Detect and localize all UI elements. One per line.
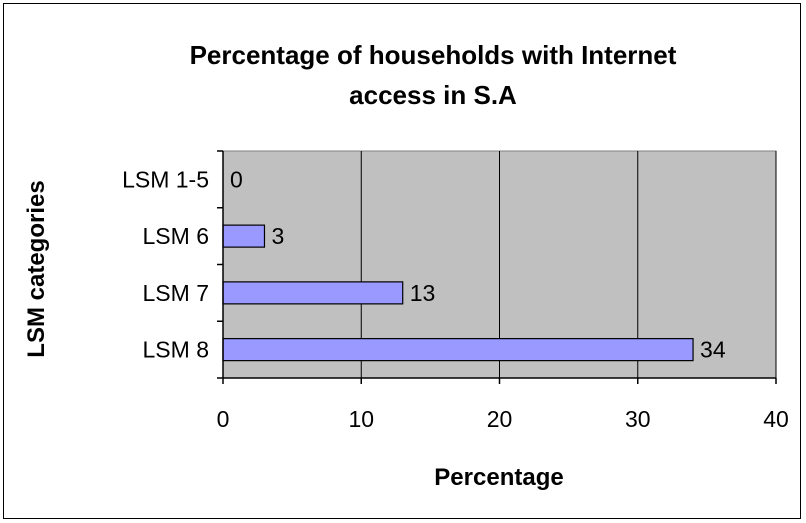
chart-title-line-1: Percentage of households with Internet [190,40,677,70]
x-tick-label-4: 40 [763,406,789,432]
y-tick-label-0: LSM 1-5 [122,166,209,192]
data-label-3: 34 [700,337,726,363]
data-label-1: 3 [271,223,284,249]
chart-frame: Percentage of households with Internet a… [3,3,801,519]
x-tick-label-2: 20 [487,406,513,432]
bars [222,224,694,362]
data-label-0: 0 [230,166,243,192]
y-axis-title: LSM categories [23,180,50,357]
y-tick-label-1: LSM 6 [143,223,209,249]
bar-3 [222,338,694,362]
y-tick-label-3: LSM 8 [143,337,209,363]
x-tick-label-1: 10 [348,406,374,432]
x-axis: 0 10 20 30 40 [217,377,789,432]
data-label-2: 13 [410,280,436,306]
bar-2 [222,281,404,305]
x-axis-title: Percentage [434,464,563,491]
bar-1 [222,224,266,248]
x-tick-label-3: 30 [625,406,651,432]
y-axis: LSM 1-5 LSM 6 LSM 7 LSM 8 [122,150,224,379]
x-tick-label-0: 0 [217,406,230,432]
chart-title-line-2: access in S.A [349,80,517,110]
y-tick-label-2: LSM 7 [143,280,209,306]
chart-canvas: Percentage of households with Internet a… [23,40,789,491]
data-labels: 0 3 13 34 [230,166,726,362]
